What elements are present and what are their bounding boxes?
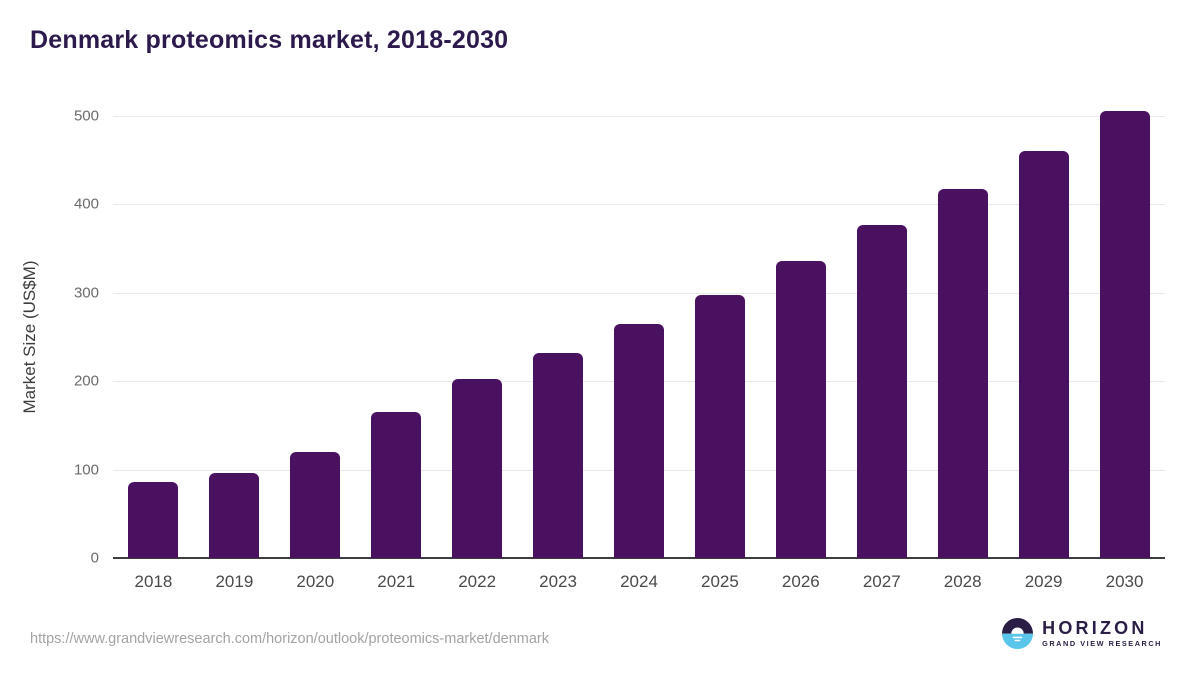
y-tick-label-100: 100 (73, 461, 99, 479)
horizon-logo-text-block: HORIZON GRAND VIEW RESEARCH (1042, 619, 1162, 647)
bar-chart-plot-area: 0 100 200 300 400 500 2018 2019 2020 2021 2022 2023… (74, 108, 1165, 591)
bar-2028 (937, 188, 988, 558)
bar-2029 (1018, 151, 1069, 558)
x-tick-label-2020: 2020 (296, 572, 335, 591)
horizon-logo-tagline: GRAND VIEW RESEARCH (1042, 639, 1162, 649)
bar-2018 (128, 481, 179, 558)
bar-2022 (452, 379, 503, 558)
bar-2025 (694, 294, 745, 558)
gridline-300 (113, 292, 1165, 294)
x-tick-label-2030: 2030 (1105, 572, 1144, 591)
x-axis-line (113, 557, 1165, 559)
gridline-500 (113, 116, 1165, 117)
y-tick-label-300: 300 (73, 284, 99, 302)
x-tick-label-2024: 2024 (620, 572, 658, 591)
x-tick-label-2027: 2027 (862, 572, 901, 591)
x-tick-label-2022: 2022 (458, 572, 497, 591)
horizon-logo: HORIZON GRAND VIEW RESEARCH (1002, 618, 1162, 649)
y-tick-label-0: 0 (90, 549, 99, 567)
bar-2030 (1099, 110, 1150, 558)
x-tick-label-2026: 2026 (781, 572, 820, 591)
x-tick-label-2023: 2023 (539, 572, 577, 591)
x-tick-label-2019: 2019 (215, 572, 254, 591)
bar-2024 (614, 323, 664, 558)
x-tick-label-2018: 2018 (134, 572, 173, 591)
gridline-400 (113, 204, 1165, 206)
bar-2021 (371, 412, 422, 558)
x-tick-label-2029: 2029 (1024, 572, 1063, 591)
bar-2026 (775, 260, 826, 558)
horizon-logo-name: HORIZON (1042, 618, 1148, 639)
x-tick-label-2025: 2025 (701, 572, 739, 591)
x-tick-label-2028: 2028 (943, 572, 982, 591)
source-url: https://www.grandviewresearch.com/horizo… (30, 631, 549, 647)
bar-2023 (533, 352, 584, 558)
y-axis-title: Market Size (US$M) (20, 260, 39, 414)
y-tick-label-200: 200 (73, 372, 99, 390)
horizon-logo-icon (1002, 618, 1034, 649)
bar-2020 (290, 451, 341, 558)
bar-2019 (209, 473, 260, 558)
x-tick-label-2021: 2021 (377, 572, 416, 591)
page-title: Denmark proteomics market, 2018-2030 (30, 26, 509, 54)
y-tick-label-400: 400 (73, 195, 99, 213)
y-tick-label-500: 500 (73, 107, 99, 125)
bar-2027 (856, 224, 907, 558)
